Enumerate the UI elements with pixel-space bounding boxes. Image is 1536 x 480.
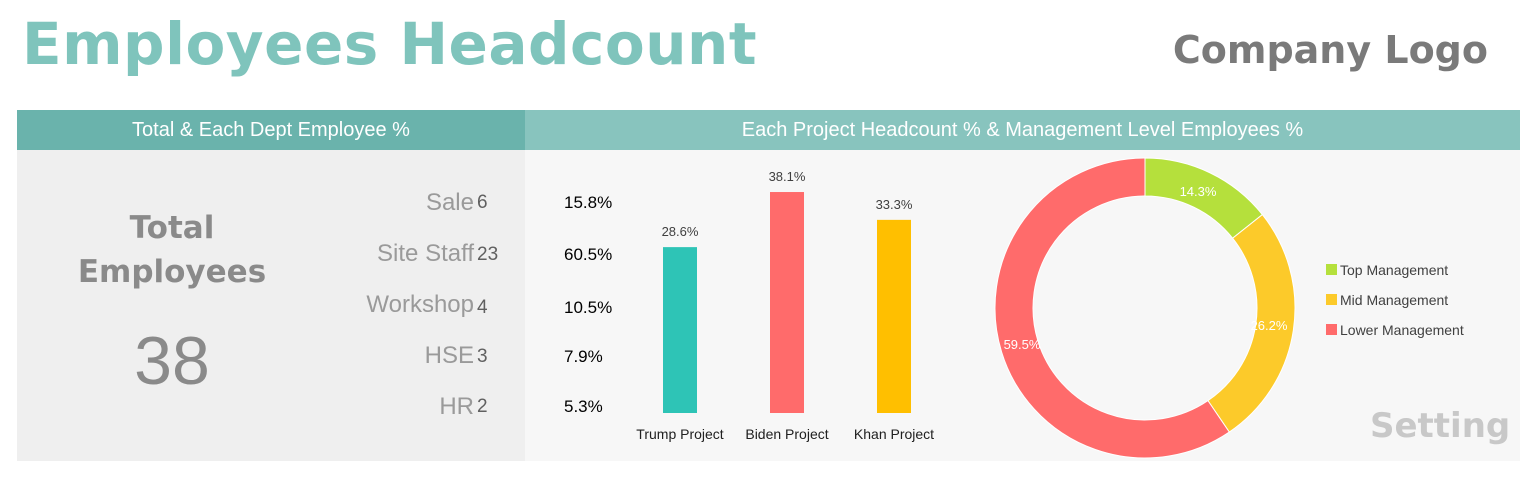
dept-pct-hr: 5.3% bbox=[564, 397, 603, 416]
dept-name-site-staff: Site Staff bbox=[377, 240, 474, 267]
dept-pct-site-staff: 60.5% bbox=[564, 245, 613, 264]
page-title: Employees Headcount bbox=[22, 10, 758, 78]
dept-pct-workshop: 10.5% bbox=[564, 298, 613, 317]
total-label-line2: Employees bbox=[77, 254, 267, 290]
dept-count-hr: 2 bbox=[477, 396, 488, 417]
dept-name-hse: HSE bbox=[424, 342, 474, 369]
total-label-line1: Total bbox=[129, 210, 215, 246]
section-header-projects: Each Project Headcount % & Management Le… bbox=[525, 110, 1520, 150]
dept-count-site-staff: 23 bbox=[477, 244, 499, 265]
dept-count-workshop: 4 bbox=[477, 297, 488, 318]
dept-count-sale: 6 bbox=[477, 192, 488, 213]
dept-name-sale: Sale bbox=[425, 189, 474, 216]
dept-count-hse: 3 bbox=[477, 346, 488, 367]
dept-pct-hse: 7.9% bbox=[564, 347, 603, 366]
dept-pct-sale: 15.8% bbox=[564, 193, 613, 212]
total-employees-value: 38 bbox=[134, 323, 210, 399]
dept-name-hr: HR bbox=[439, 393, 474, 420]
setting-button[interactable]: Setting bbox=[1370, 406, 1511, 446]
dept-name-workshop: Workshop bbox=[366, 291, 474, 318]
company-logo: Company Logo bbox=[1172, 28, 1488, 72]
section-header-departments: Total & Each Dept Employee % bbox=[17, 110, 525, 150]
department-panel: Total Employees 38 bbox=[17, 150, 525, 461]
total-employees-label: Total Employees bbox=[72, 206, 272, 294]
